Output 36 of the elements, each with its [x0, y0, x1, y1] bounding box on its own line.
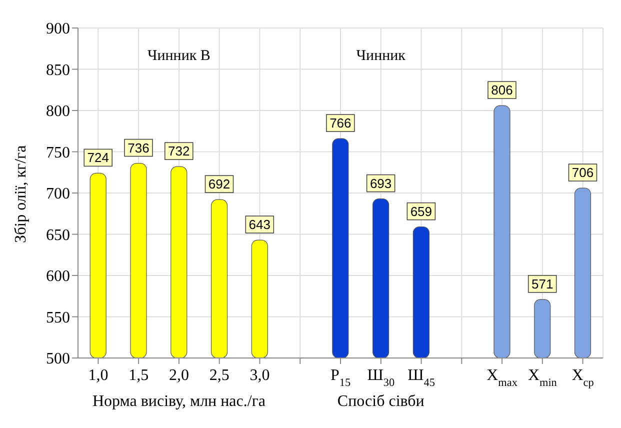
text: Спосіб сівби [337, 393, 425, 410]
x-tick-label: 2,5 [209, 367, 230, 384]
y-tick-label: 550 [46, 309, 70, 326]
x-axis-title: Норма висіву, млн нас./га [92, 393, 266, 410]
y-axis-title: Збір олії, кг/га [12, 145, 30, 243]
annotation: Чинник В [148, 48, 210, 64]
y-tick-label: 800 [46, 103, 70, 120]
data-label: 766 [330, 116, 352, 131]
x-tick-label: 3,0 [250, 367, 270, 384]
annotation: Чинник [356, 48, 406, 64]
data-label: 571 [531, 276, 554, 292]
y-tick-label: 850 [46, 62, 70, 79]
data-label: 693 [370, 176, 392, 191]
x-tick-label: X$_{max}$ [486, 367, 518, 389]
y-tick-label: 500 [46, 350, 70, 368]
x-tick-label: X$_{min}$ [528, 367, 558, 389]
x-tick-label: 2,0 [168, 367, 189, 384]
x-tick-label: Р$_{15}$ [330, 367, 351, 389]
data-label: 659 [410, 204, 432, 219]
data-label: 724 [87, 150, 109, 166]
y-tick-label: 700 [46, 186, 70, 203]
y-tick-label: 750 [46, 144, 70, 162]
data-label: 736 [128, 140, 150, 156]
y-tick-label: 650 [46, 226, 70, 244]
x-tick-label: X$_{ср}$ [572, 367, 594, 389]
x-tick-label: 1,0 [88, 367, 108, 384]
data-label: 643 [248, 217, 271, 232]
x-tick-label: Ш$_{30}$ [367, 367, 395, 389]
data-label: 732 [168, 144, 190, 159]
data-label: 692 [208, 176, 230, 192]
x-tick-label: 1,5 [128, 367, 149, 384]
y-tick-label: 600 [46, 268, 70, 286]
data-label: 806 [491, 82, 513, 98]
data-label: 706 [572, 165, 594, 180]
y-tick-label: 900 [46, 20, 70, 38]
x-tick-label: Ш$_{45}$ [408, 367, 436, 389]
